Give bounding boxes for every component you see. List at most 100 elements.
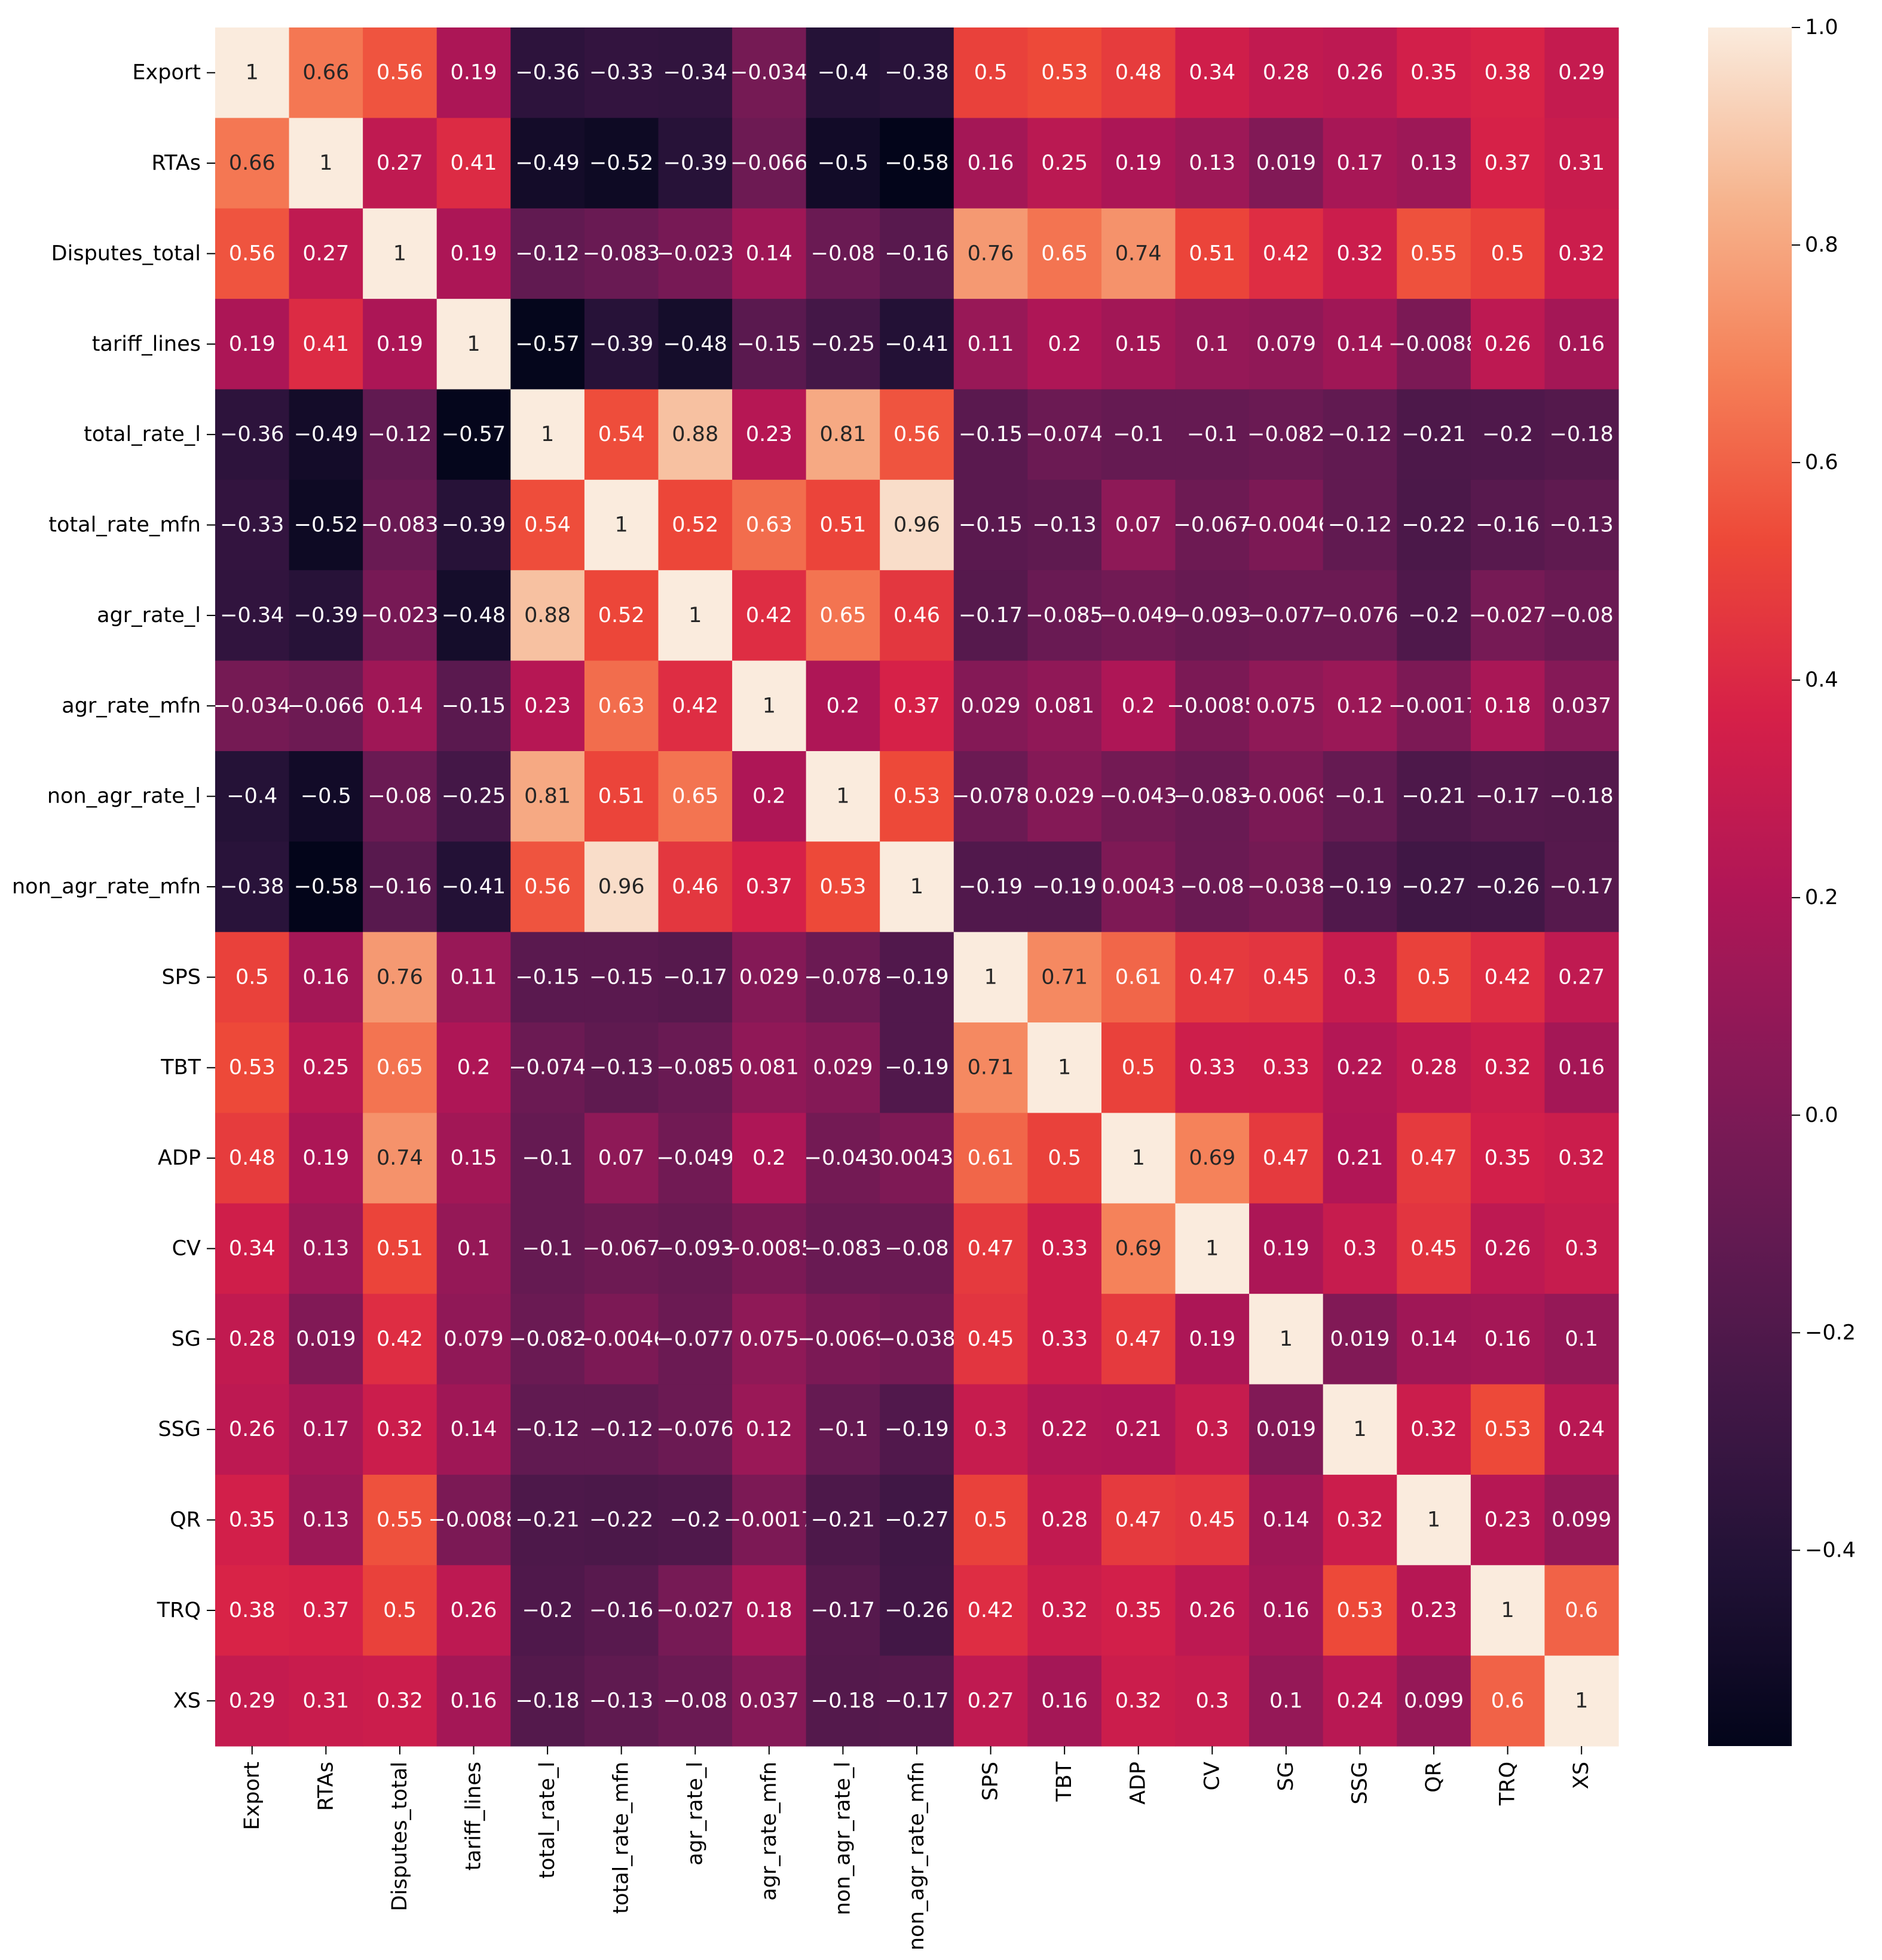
heatmap-cell — [1323, 570, 1397, 662]
heatmap-cell — [1027, 660, 1102, 752]
heatmap-cell — [806, 1655, 880, 1747]
heatmap-cell — [806, 118, 880, 209]
cell-value-label: 0.18 — [746, 1598, 792, 1622]
cell-value-label: −0.15 — [515, 965, 579, 989]
cell-value-label: 0.075 — [739, 1327, 799, 1351]
heatmap-cell — [1397, 751, 1471, 842]
cell-value-label: 0.6 — [1491, 1689, 1525, 1713]
heatmap-cell — [1470, 208, 1546, 299]
cell-value-label: 0.53 — [1485, 1417, 1531, 1441]
cell-value-label: 0.22 — [1337, 1056, 1384, 1080]
heatmap-cell — [215, 1203, 290, 1294]
heatmap-cell — [1323, 841, 1397, 933]
cell-value-label: 0.5 — [235, 965, 269, 989]
cell-value-label: 1 — [1132, 1146, 1145, 1170]
cell-value-label: −0.17 — [663, 965, 727, 989]
cell-value-label: −0.049 — [1100, 604, 1177, 627]
cell-value-label: −0.41 — [442, 875, 506, 899]
col-label: SPS — [979, 1762, 1003, 1801]
col-label: total_rate_l — [535, 1762, 559, 1879]
cell-value-label: 0.3 — [1344, 1236, 1377, 1260]
heatmap-cell — [658, 479, 733, 571]
cell-value-label: 0.26 — [1485, 332, 1531, 356]
cell-value-label: 0.76 — [377, 965, 423, 989]
heatmap-cell — [1027, 1565, 1102, 1656]
cell-value-label: 0.2 — [1048, 332, 1081, 356]
cell-value-label: −0.36 — [220, 422, 284, 446]
heatmap-cell — [1101, 1203, 1176, 1294]
cell-value-label: −0.48 — [663, 332, 727, 356]
cell-value-label: 0.42 — [968, 1598, 1014, 1622]
heatmap-cell — [1101, 1022, 1176, 1114]
heatmap-cell — [510, 1655, 585, 1747]
heatmap-cell — [806, 1565, 880, 1656]
heatmap-cell — [1470, 1113, 1546, 1204]
cell-value-label: 0.081 — [1035, 694, 1094, 718]
cell-value-label: 0.34 — [1189, 61, 1235, 85]
cell-value-label: 0.2 — [752, 1146, 786, 1170]
cell-value-label: −0.39 — [663, 151, 727, 175]
heatmap-cell — [584, 27, 659, 118]
heatmap-cell — [1101, 932, 1176, 1023]
heatmap-cell — [584, 1113, 659, 1204]
cell-value-label: 0.037 — [739, 1689, 799, 1713]
heatmap-cell — [1397, 1022, 1471, 1114]
heatmap-cell — [732, 932, 807, 1023]
cell-value-label: 0.13 — [302, 1236, 349, 1260]
cell-value-label: −0.12 — [1328, 513, 1392, 537]
cell-value-label: −0.39 — [442, 513, 506, 537]
cell-value-label: −0.58 — [294, 875, 358, 899]
heatmap-cell — [732, 1203, 807, 1294]
heatmap-cell — [658, 1655, 733, 1747]
cell-value-label: 0.32 — [1041, 1598, 1088, 1622]
cell-value-label: −0.0017 — [1388, 694, 1479, 718]
heatmap-cell — [806, 389, 880, 480]
heatmap-cell — [363, 299, 437, 390]
heatmap-cell — [1027, 1294, 1102, 1385]
cell-value-label: 0.019 — [1330, 1327, 1390, 1351]
heatmap-cell — [510, 208, 585, 299]
cell-value-label: 0.5 — [1491, 241, 1525, 265]
heatmap-cell — [436, 1203, 511, 1294]
cell-value-label: 0.52 — [672, 513, 718, 537]
heatmap-cell — [658, 1113, 733, 1204]
cell-value-label: −0.18 — [811, 1689, 875, 1713]
heatmap-cell — [436, 932, 511, 1023]
heatmap-cell — [1323, 27, 1397, 118]
cell-value-label: 0.56 — [893, 422, 940, 446]
col-label: Disputes_total — [388, 1762, 412, 1911]
cell-value-label: 0.33 — [1041, 1236, 1088, 1260]
heatmap-cell — [1175, 660, 1250, 752]
cell-value-label: 0.11 — [451, 965, 497, 989]
heatmap-cell — [880, 118, 954, 209]
heatmap-cell — [1470, 751, 1546, 842]
heatmap-cell — [732, 1294, 807, 1385]
heatmap-cell — [1101, 841, 1176, 933]
cell-value-label: −0.4 — [818, 61, 868, 85]
cell-value-label: −0.49 — [515, 151, 579, 175]
row-label: non_agr_rate_mfn — [12, 875, 201, 899]
cell-value-label: −0.076 — [1321, 604, 1399, 627]
heatmap-cell — [1249, 1294, 1324, 1385]
heatmap-cell — [880, 389, 954, 480]
cell-value-label: 0.26 — [1485, 1236, 1531, 1260]
cell-value-label: −0.19 — [885, 965, 948, 989]
cell-value-label: −0.18 — [515, 1689, 579, 1713]
heatmap-cell — [1323, 932, 1397, 1023]
cell-value-label: 0.3 — [1344, 965, 1377, 989]
heatmap-cell — [363, 932, 437, 1023]
cell-value-label: 0.56 — [524, 875, 571, 899]
heatmap-cell — [1027, 118, 1102, 209]
heatmap-cell — [732, 660, 807, 752]
cell-value-label: −0.049 — [656, 1146, 734, 1170]
heatmap-cell — [436, 27, 511, 118]
heatmap-cell — [1175, 932, 1250, 1023]
cell-value-label: 0.41 — [451, 151, 497, 175]
heatmap-cell — [1175, 118, 1250, 209]
heatmap-cell — [1470, 1474, 1546, 1566]
cell-value-label: −0.13 — [589, 1056, 653, 1080]
cell-value-label: −0.067 — [583, 1236, 660, 1260]
cell-value-label: 0.52 — [598, 604, 645, 627]
heatmap-cell — [1470, 1294, 1546, 1385]
cell-value-label: 0.66 — [302, 61, 349, 85]
